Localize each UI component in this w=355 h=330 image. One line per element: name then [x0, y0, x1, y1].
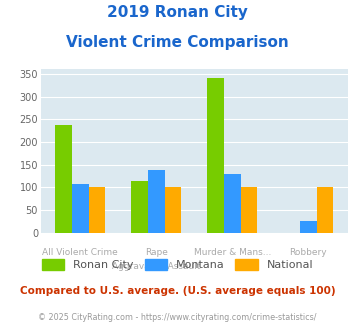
Text: Robbery: Robbery	[290, 248, 327, 257]
Bar	[317, 187, 333, 233]
Text: 2019 Ronan City: 2019 Ronan City	[107, 5, 248, 20]
Text: Violent Crime Comparison: Violent Crime Comparison	[66, 35, 289, 50]
Bar	[207, 79, 224, 233]
Text: All Violent Crime: All Violent Crime	[43, 248, 118, 257]
Bar	[72, 183, 89, 233]
Bar	[165, 187, 181, 233]
Text: Murder & Mans...: Murder & Mans...	[194, 248, 271, 257]
Bar	[224, 174, 241, 233]
Text: Aggravated Assault: Aggravated Assault	[112, 262, 201, 271]
Text: Compared to U.S. average. (U.S. average equals 100): Compared to U.S. average. (U.S. average …	[20, 286, 335, 296]
Bar	[148, 171, 165, 233]
Bar	[300, 221, 317, 233]
Bar	[241, 187, 257, 233]
Text: Rape: Rape	[145, 248, 168, 257]
Bar	[131, 182, 148, 233]
Bar	[89, 187, 105, 233]
Bar	[55, 125, 72, 233]
Text: © 2025 CityRating.com - https://www.cityrating.com/crime-statistics/: © 2025 CityRating.com - https://www.city…	[38, 313, 317, 322]
Legend: Ronan City, Montana, National: Ronan City, Montana, National	[37, 255, 318, 275]
